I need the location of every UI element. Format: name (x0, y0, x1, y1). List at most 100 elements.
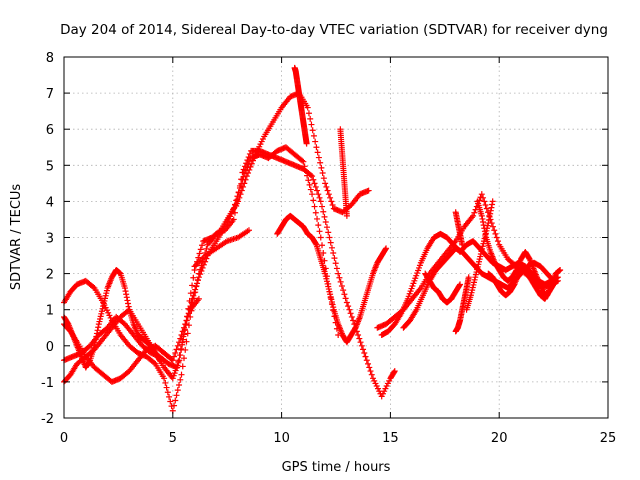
data-point (184, 313, 191, 320)
data-point (483, 205, 490, 212)
data-point (248, 160, 255, 167)
data-point (310, 176, 317, 183)
y-tick-label: 4 (46, 195, 54, 210)
data-point (166, 393, 173, 400)
data-point (325, 229, 332, 236)
data-marks (61, 64, 564, 414)
data-point (309, 127, 316, 134)
data-point (241, 163, 248, 170)
series-track-17 (474, 198, 564, 299)
data-point (246, 166, 253, 173)
data-point (489, 223, 496, 230)
data-point (240, 183, 247, 190)
data-point (315, 191, 322, 198)
data-point (343, 299, 350, 306)
data-point (300, 158, 307, 165)
data-point (358, 342, 365, 349)
data-point (343, 212, 350, 219)
data-point (485, 220, 492, 227)
data-point (174, 387, 181, 394)
data-point (183, 338, 190, 345)
data-point (327, 194, 334, 201)
data-point (316, 228, 323, 235)
data-point (190, 274, 197, 281)
data-point (459, 241, 466, 248)
data-point (549, 282, 556, 289)
series-track-14 (452, 274, 472, 335)
data-point (230, 216, 237, 223)
data-point (310, 132, 317, 139)
data-point (315, 222, 322, 229)
data-point (318, 164, 325, 171)
data-point (167, 398, 174, 405)
y-axis-label: SDTVAR / TECUs (9, 184, 24, 291)
series-track-5 (61, 266, 163, 371)
data-point (470, 212, 477, 219)
series-track-8 (337, 126, 350, 219)
data-point (336, 274, 343, 281)
data-point (178, 331, 185, 338)
y-tick-label: 7 (46, 87, 54, 102)
data-point (365, 187, 372, 194)
data-point (312, 183, 319, 190)
data-point (365, 360, 372, 367)
data-point (306, 181, 313, 188)
data-point (241, 180, 248, 187)
data-point (481, 228, 488, 235)
data-point (197, 246, 204, 253)
data-point (92, 339, 99, 346)
y-tick-label: -2 (41, 412, 54, 427)
x-tick-label: 10 (273, 431, 290, 446)
data-point (240, 166, 247, 173)
data-point (238, 187, 245, 194)
data-point (186, 297, 193, 304)
data-point (348, 313, 355, 320)
data-point (185, 322, 192, 329)
data-point (338, 282, 345, 289)
data-point (93, 333, 100, 340)
y-tick-label: 1 (46, 304, 54, 319)
data-point (251, 154, 258, 161)
data-point (329, 202, 336, 209)
data-point (125, 303, 132, 310)
data-point (94, 327, 101, 334)
data-point (355, 331, 362, 338)
x-tick-label: 0 (60, 431, 68, 446)
x-axis-label: GPS time / hours (282, 460, 391, 475)
data-point (151, 359, 158, 366)
data-point (478, 191, 485, 198)
data-point (457, 281, 464, 288)
data-point (203, 245, 210, 252)
y-tick-label: 2 (46, 268, 54, 283)
data-point (243, 173, 250, 180)
data-point (161, 375, 168, 382)
data-point (176, 352, 183, 359)
data-point (95, 324, 102, 331)
data-point (317, 159, 324, 166)
data-point (178, 371, 185, 378)
data-point (92, 336, 99, 343)
data-point (187, 290, 194, 297)
data-point (194, 276, 201, 283)
data-point (175, 358, 182, 365)
data-point (482, 231, 489, 238)
y-tick-label: 8 (46, 51, 54, 66)
y-tick-label: 0 (46, 340, 54, 355)
data-point (320, 208, 327, 215)
data-point (199, 242, 206, 249)
y-tick-label: -1 (41, 376, 54, 391)
data-point (356, 335, 363, 342)
data-point (164, 389, 171, 396)
data-point (235, 198, 242, 205)
data-point (322, 219, 329, 226)
data-point (125, 300, 132, 307)
data-point (247, 163, 254, 170)
data-point (324, 187, 331, 194)
series-track-15 (452, 209, 466, 248)
data-point (179, 328, 186, 335)
chart-title: Day 204 of 2014, Sidereal Day-to-day VTE… (60, 22, 608, 38)
data-point (305, 110, 312, 117)
data-point (174, 364, 181, 371)
data-point (478, 212, 485, 219)
data-point (494, 238, 501, 245)
